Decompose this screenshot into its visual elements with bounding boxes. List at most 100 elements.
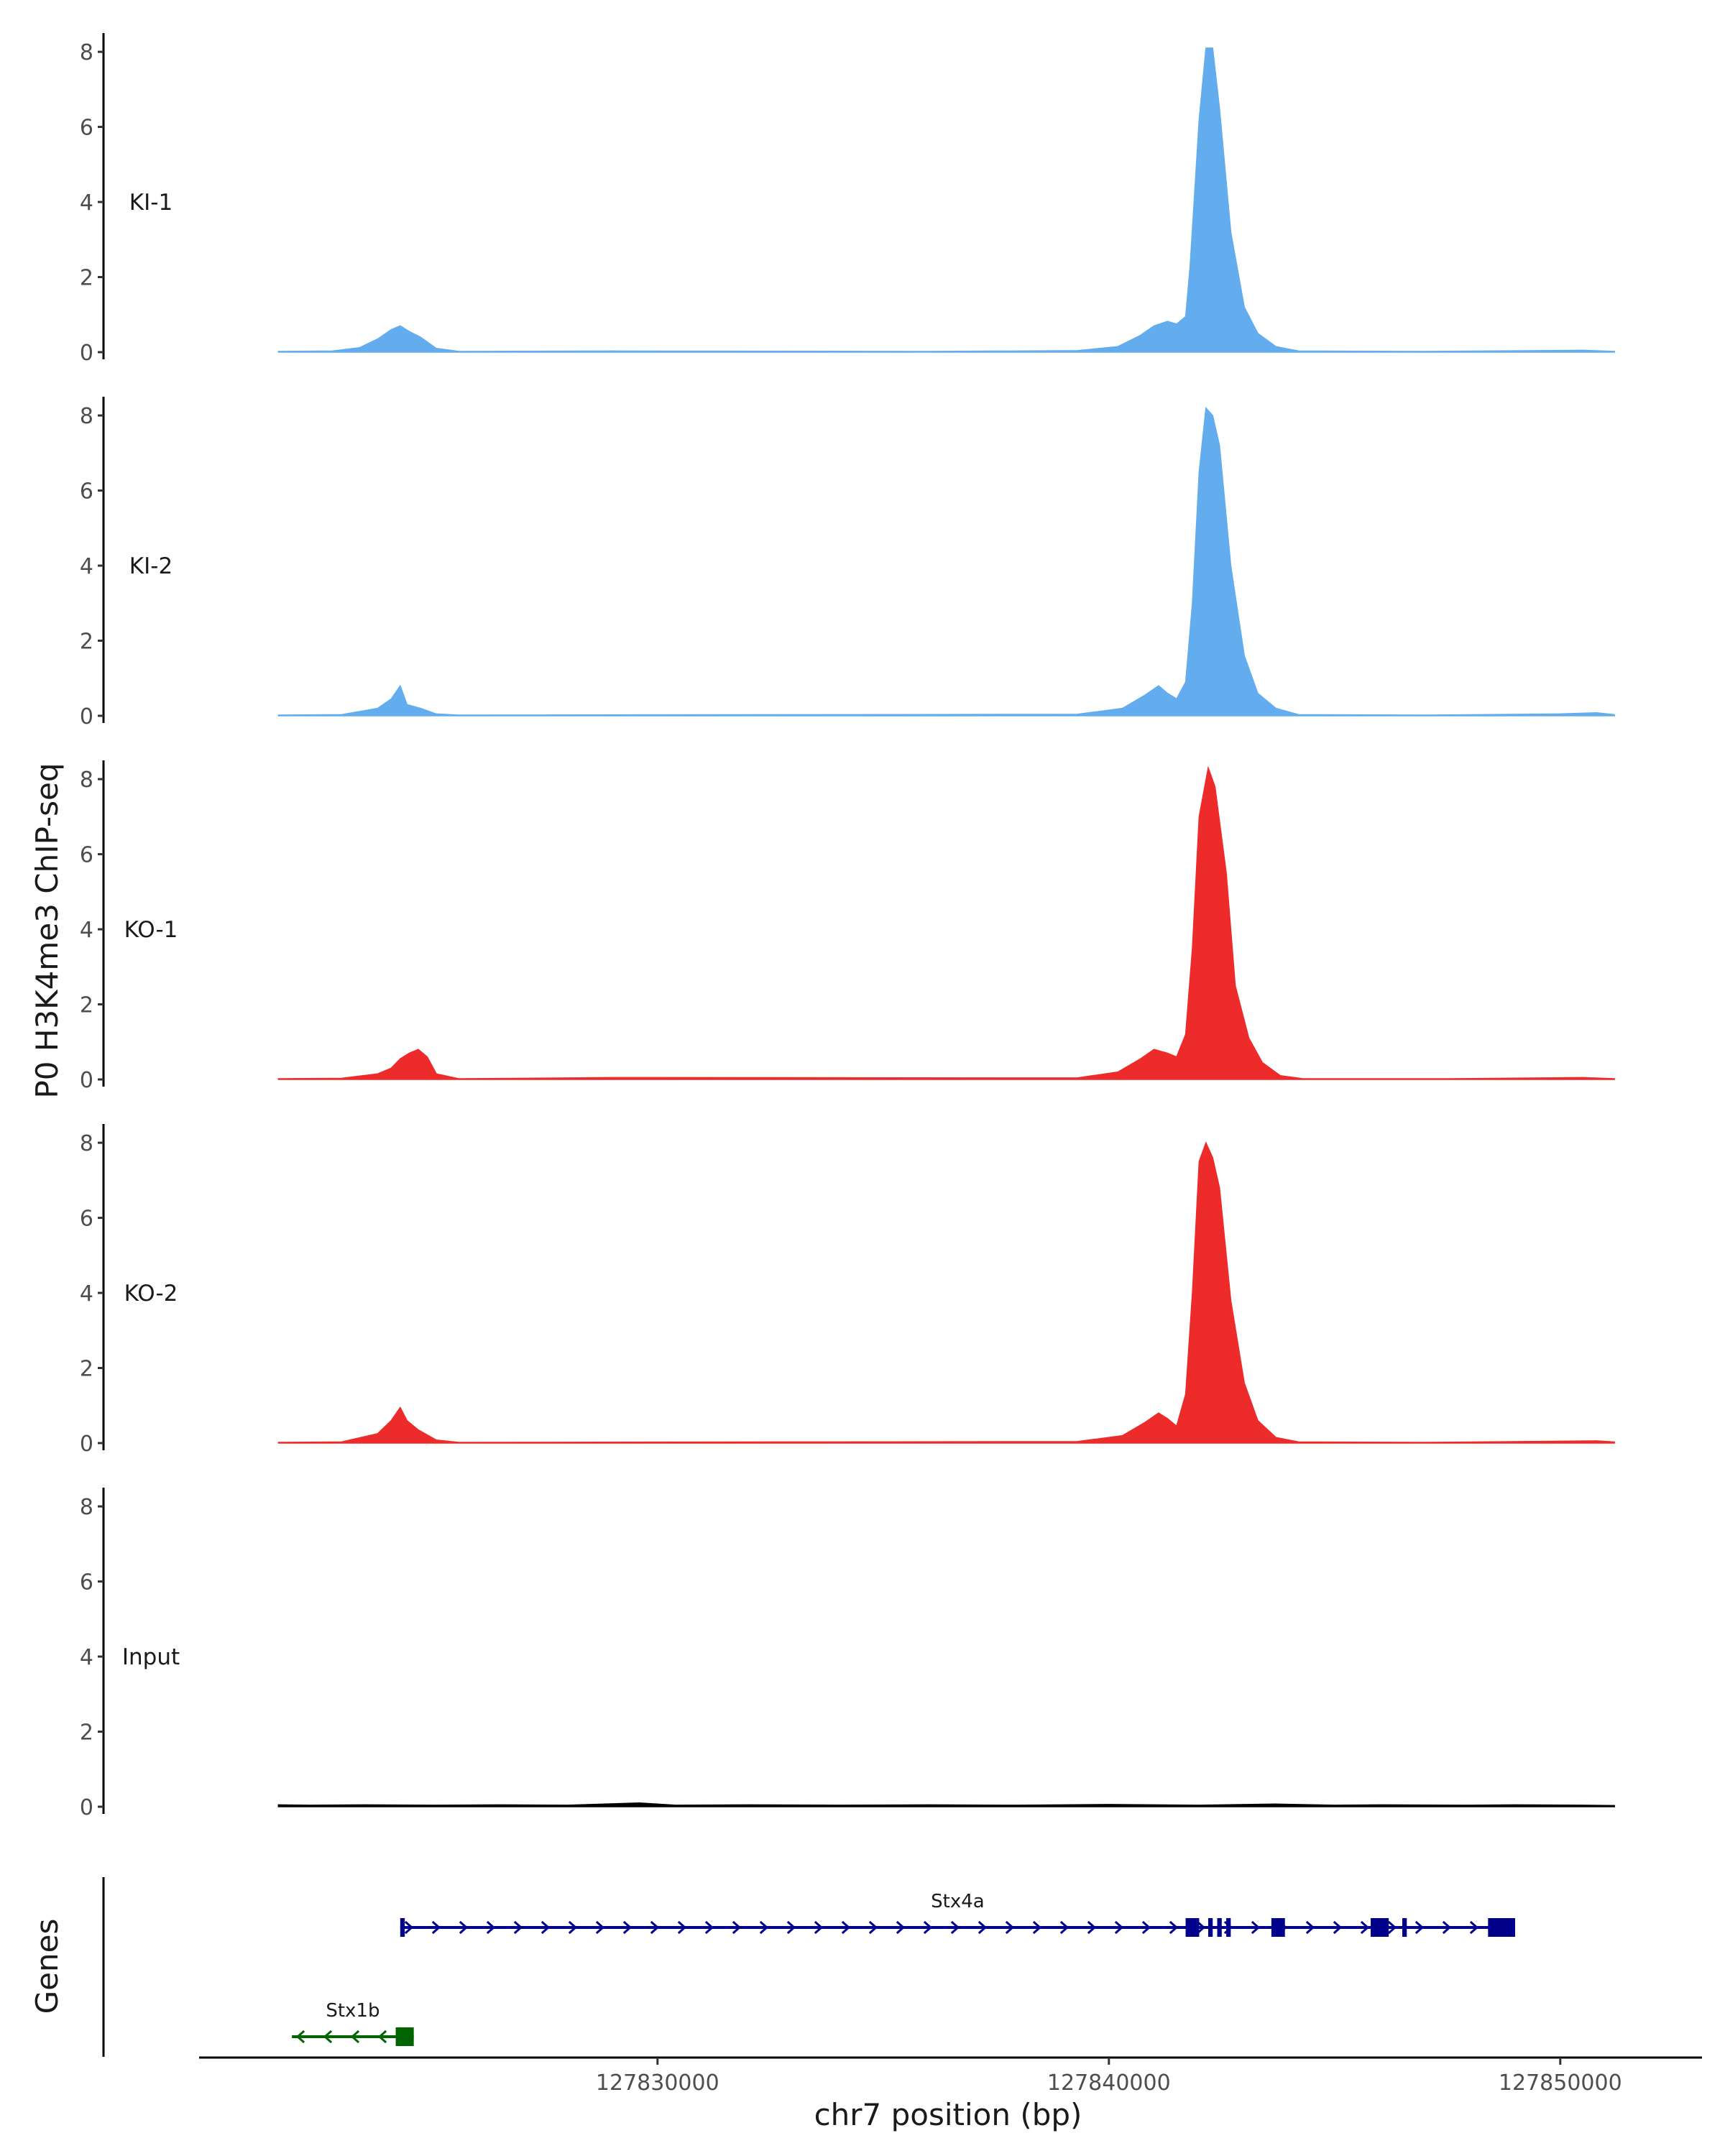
strand-arrow — [1414, 1920, 1425, 1935]
y-tick-label-8: 8 — [80, 404, 93, 429]
y-tick-label-2: 2 — [80, 630, 93, 655]
strand-arrow — [459, 1920, 469, 1935]
strand-arrow — [350, 2030, 360, 2044]
signal-area-ko-1 — [277, 765, 1615, 1080]
strand-arrow — [1169, 1920, 1179, 1935]
signal-area-ko-2 — [277, 1141, 1615, 1444]
strand-arrow — [732, 1920, 742, 1935]
strand-arrow — [1032, 1920, 1042, 1935]
strand-arrow — [540, 1920, 551, 1935]
x-tick-label-1: 127830000 — [596, 2070, 719, 2096]
y-tick-label-8: 8 — [80, 1131, 93, 1156]
strand-arrow — [650, 1920, 660, 1935]
y-tick-label-8: 8 — [80, 40, 93, 65]
track-label-input: Input — [122, 1644, 180, 1670]
exon-stx1b-1 — [395, 2027, 414, 2046]
y-tick-label-8: 8 — [80, 768, 93, 793]
x-axis: 127830000 127840000 127850000 — [199, 2056, 1702, 2096]
y-tick-label-6: 6 — [80, 1570, 93, 1595]
strand-arrow — [786, 1920, 796, 1935]
y-tick-label-0: 0 — [80, 704, 93, 729]
strand-arrow — [1196, 1920, 1206, 1935]
y-tick-label-8: 8 — [80, 1495, 93, 1520]
exon-stx4a-1 — [400, 1918, 405, 1937]
strand-arrow — [704, 1920, 714, 1935]
y-tick-label-4: 4 — [80, 1281, 93, 1307]
y-tick-label-6: 6 — [80, 479, 93, 505]
exon-stx4a-5 — [1226, 1918, 1231, 1937]
exon-stx4a-7 — [1371, 1918, 1389, 1937]
y-tick-label-2: 2 — [80, 266, 93, 291]
strand-arrow — [1305, 1920, 1315, 1935]
gene-stx1b: Stx1b — [292, 2000, 414, 2046]
genes-panel: Stx4a Stx1b — [102, 1877, 1515, 2057]
x-tick-label-3: 127850000 — [1499, 2070, 1622, 2096]
gene-stx4a: Stx4a — [400, 1891, 1515, 1937]
signal-area-ki-1 — [277, 47, 1615, 353]
strand-arrow — [868, 1920, 878, 1935]
y-tick-label-0: 0 — [80, 341, 93, 366]
strand-arrow — [1360, 1920, 1370, 1935]
track-label-ko-1: KO-1 — [124, 917, 178, 943]
y-tick-label-4: 4 — [80, 1645, 93, 1670]
track-ki-1: 0 2 4 6 8 KI-1 — [80, 33, 1615, 366]
strand-arrow — [1333, 1920, 1343, 1935]
y-tick-label-0: 0 — [80, 1068, 93, 1093]
exon-stx4a-2 — [1185, 1918, 1200, 1937]
strand-arrow — [595, 1920, 605, 1935]
track-label-ki-1: KI-1 — [129, 190, 172, 216]
strand-arrow — [814, 1920, 824, 1935]
strand-arrow — [896, 1920, 906, 1935]
x-axis-title: chr7 position (bp) — [814, 2097, 1082, 2132]
track-ko-1: 0 2 4 6 8 KO-1 — [80, 760, 1615, 1093]
y-axis-title: P0 H3K4me3 ChIP-seq — [29, 763, 65, 1098]
y-tick-label-2: 2 — [80, 993, 93, 1018]
strand-arrow — [404, 1920, 414, 1935]
strand-arrow — [377, 2030, 387, 2044]
y-tick-label-0: 0 — [80, 1795, 93, 1820]
strand-arrow — [1059, 1920, 1070, 1935]
strand-arrow — [923, 1920, 933, 1935]
x-tick-label-2: 127840000 — [1047, 2070, 1171, 2096]
strand-arrow — [295, 2030, 305, 2044]
gene-label-stx4a: Stx4a — [931, 1891, 985, 1912]
gene-label-stx1b: Stx1b — [326, 2000, 380, 2022]
y-tick-label-4: 4 — [80, 190, 93, 216]
strand-arrow — [1005, 1920, 1015, 1935]
track-ko-2: 0 2 4 6 8 KO-2 — [80, 1124, 1615, 1457]
strand-arrow — [513, 1920, 523, 1935]
strand-arrow — [950, 1920, 960, 1935]
strand-arrow — [1442, 1920, 1452, 1935]
strand-arrow — [1141, 1920, 1151, 1935]
strand-arrow — [677, 1920, 687, 1935]
signal-tracks: 0 2 4 6 8 KI-1 0 2 4 6 8 KI-2 0 2 4 6 8 KO-1 0 2 4 6 8 KO-2 0 2 4 6… — [80, 33, 1615, 1820]
track-label-ki-2: KI-2 — [129, 553, 172, 579]
exon-stx4a-8 — [1402, 1918, 1407, 1937]
strand-arrow — [759, 1920, 769, 1935]
y-tick-label-6: 6 — [80, 116, 93, 141]
y-tick-label-4: 4 — [80, 554, 93, 579]
y-tick-label-2: 2 — [80, 1357, 93, 1382]
exon-stx4a-3 — [1208, 1918, 1213, 1937]
track-input: 0 2 4 6 8 Input — [80, 1488, 1615, 1820]
exon-stx4a-9 — [1488, 1918, 1515, 1937]
strand-arrow — [1251, 1920, 1261, 1935]
strand-arrow — [978, 1920, 988, 1935]
strand-arrow — [841, 1920, 851, 1935]
y-tick-label-6: 6 — [80, 1207, 93, 1232]
y-tick-label-0: 0 — [80, 1432, 93, 1457]
track-ki-2: 0 2 4 6 8 KI-2 — [80, 397, 1615, 729]
strand-arrow — [1387, 1920, 1397, 1935]
strand-arrow — [1469, 1920, 1479, 1935]
strand-arrow — [1087, 1920, 1097, 1935]
y-tick-label-2: 2 — [80, 1720, 93, 1746]
y-tick-label-4: 4 — [80, 918, 93, 943]
signal-area-ki-2 — [277, 406, 1615, 717]
strand-arrow — [323, 2030, 333, 2044]
track-label-ko-2: KO-2 — [124, 1281, 178, 1307]
strand-arrow — [622, 1920, 632, 1935]
strand-arrow — [568, 1920, 578, 1935]
exon-stx4a-6 — [1271, 1918, 1285, 1937]
signal-area-input — [277, 1802, 1615, 1807]
